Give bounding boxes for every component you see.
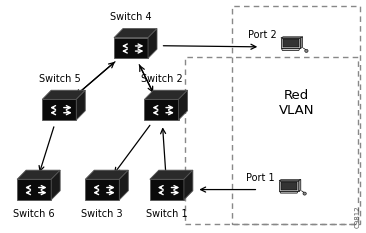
Ellipse shape xyxy=(303,192,306,195)
Polygon shape xyxy=(280,191,298,193)
Polygon shape xyxy=(114,29,157,38)
Polygon shape xyxy=(145,90,187,99)
Polygon shape xyxy=(85,179,119,200)
Polygon shape xyxy=(85,170,128,179)
Polygon shape xyxy=(300,37,303,48)
Polygon shape xyxy=(17,179,51,200)
Polygon shape xyxy=(279,181,299,191)
Polygon shape xyxy=(145,99,179,120)
Polygon shape xyxy=(184,170,193,200)
Polygon shape xyxy=(114,38,148,58)
Polygon shape xyxy=(179,90,187,120)
Text: Switch 1: Switch 1 xyxy=(146,209,188,219)
Polygon shape xyxy=(279,179,301,181)
Polygon shape xyxy=(17,170,60,179)
Text: Switch 3: Switch 3 xyxy=(82,209,123,219)
Polygon shape xyxy=(281,37,303,38)
Polygon shape xyxy=(51,170,60,200)
Text: Switch 5: Switch 5 xyxy=(39,74,81,84)
Ellipse shape xyxy=(305,49,308,52)
Polygon shape xyxy=(119,170,128,200)
Text: Port 2: Port 2 xyxy=(247,31,276,41)
Polygon shape xyxy=(42,90,85,99)
Polygon shape xyxy=(299,179,301,191)
Polygon shape xyxy=(281,38,300,48)
Polygon shape xyxy=(42,99,76,120)
Text: Switch 2: Switch 2 xyxy=(141,74,183,84)
Text: Switch 6: Switch 6 xyxy=(13,209,55,219)
Polygon shape xyxy=(150,170,193,179)
Text: Port 1: Port 1 xyxy=(246,173,274,183)
Polygon shape xyxy=(281,48,300,50)
Polygon shape xyxy=(150,179,184,200)
Polygon shape xyxy=(76,90,85,120)
Text: C9812: C9812 xyxy=(355,206,361,228)
Polygon shape xyxy=(281,182,297,190)
Polygon shape xyxy=(283,39,299,47)
Text: Red
VLAN: Red VLAN xyxy=(279,89,314,117)
Text: Switch 4: Switch 4 xyxy=(111,12,152,22)
Polygon shape xyxy=(148,29,157,58)
